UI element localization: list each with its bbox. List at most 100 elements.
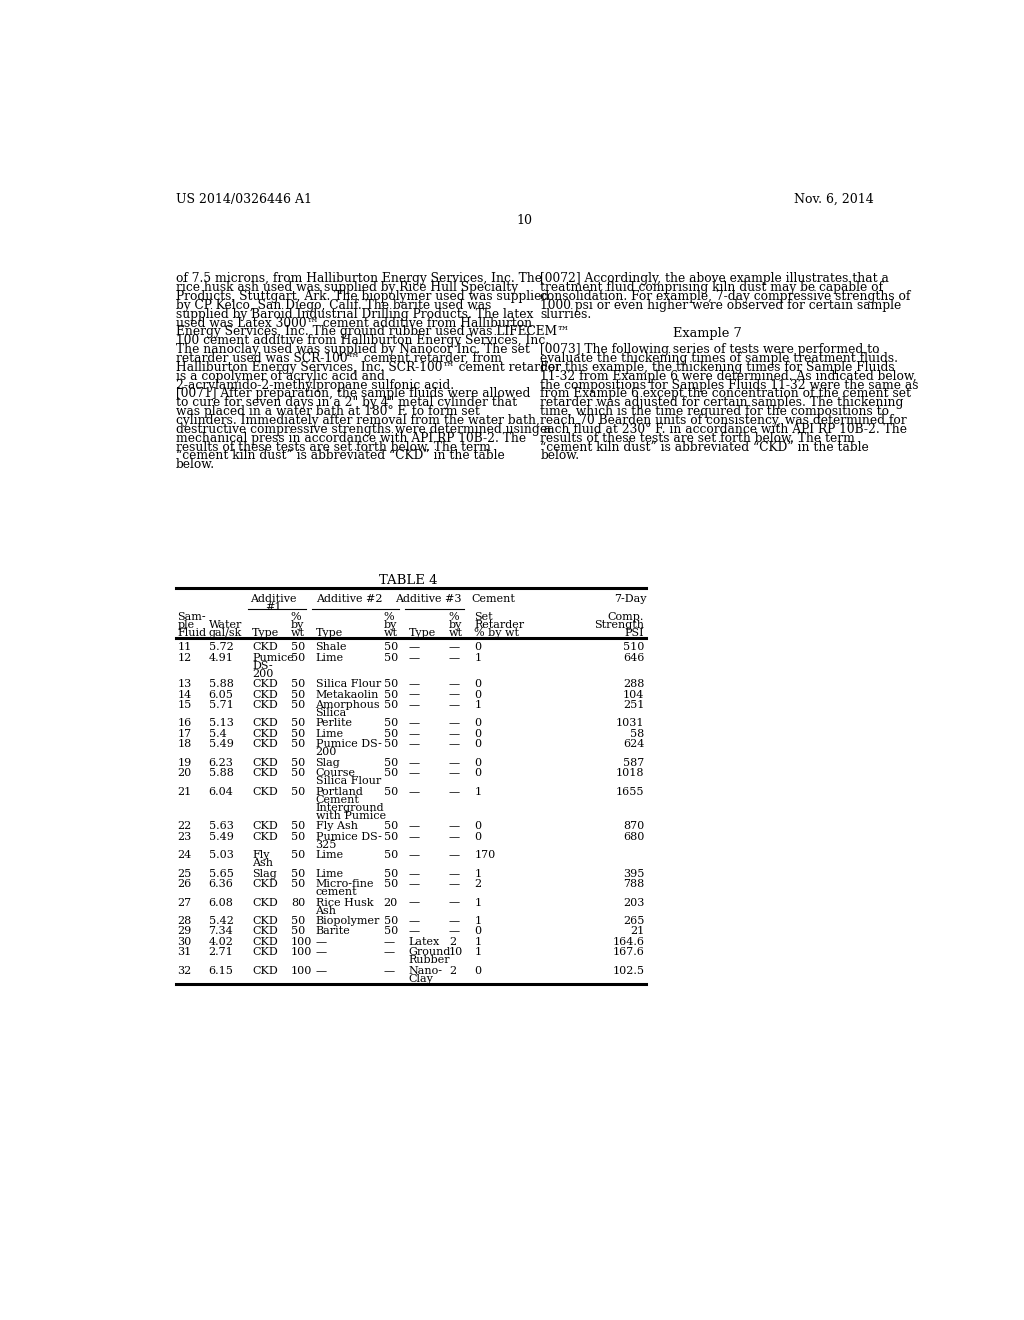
Text: CKD: CKD [252, 898, 278, 908]
Text: %: % [291, 612, 301, 622]
Text: Micro-fine: Micro-fine [315, 879, 374, 890]
Text: retarder used was SCR-100™ cement retarder, from: retarder used was SCR-100™ cement retard… [176, 352, 502, 366]
Text: 0: 0 [474, 680, 481, 689]
Text: 23: 23 [177, 832, 191, 842]
Text: “cement kiln dust” is abbreviated “CKD” in the table: “cement kiln dust” is abbreviated “CKD” … [176, 449, 505, 462]
Text: 2: 2 [449, 937, 456, 946]
Text: —: — [449, 680, 460, 689]
Text: CKD: CKD [252, 700, 278, 710]
Text: CKD: CKD [252, 832, 278, 842]
Text: For this example, the thickening times for Sample Fluids: For this example, the thickening times f… [541, 360, 895, 374]
Text: —: — [409, 680, 420, 689]
Text: 288: 288 [623, 680, 644, 689]
Text: —: — [409, 689, 420, 700]
Text: Fly Ash: Fly Ash [315, 821, 357, 832]
Text: 788: 788 [623, 879, 644, 890]
Text: Amorphous: Amorphous [315, 700, 380, 710]
Text: 50: 50 [384, 680, 398, 689]
Text: 164.6: 164.6 [612, 937, 644, 946]
Text: 1655: 1655 [615, 787, 644, 797]
Text: 5.71: 5.71 [209, 700, 233, 710]
Text: 1: 1 [474, 898, 481, 908]
Text: mechanical press in accordance with API RP 10B-2. The: mechanical press in accordance with API … [176, 432, 526, 445]
Text: CKD: CKD [252, 916, 278, 927]
Text: —: — [409, 869, 420, 879]
Text: CKD: CKD [252, 643, 278, 652]
Text: 4.91: 4.91 [209, 652, 233, 663]
Text: 17: 17 [177, 729, 191, 739]
Text: 50: 50 [291, 869, 305, 879]
Text: 0: 0 [474, 758, 481, 768]
Text: 870: 870 [623, 821, 644, 832]
Text: 1: 1 [474, 700, 481, 710]
Text: Additive: Additive [251, 594, 297, 605]
Text: —: — [409, 850, 420, 861]
Text: Type: Type [252, 628, 280, 638]
Text: Clay: Clay [409, 974, 433, 983]
Text: 265: 265 [623, 916, 644, 927]
Text: 50: 50 [384, 787, 398, 797]
Text: CKD: CKD [252, 768, 278, 779]
Text: by: by [291, 620, 304, 630]
Text: 5.4: 5.4 [209, 729, 226, 739]
Text: 5.49: 5.49 [209, 739, 233, 750]
Text: 50: 50 [384, 652, 398, 663]
Text: Barite: Barite [315, 927, 350, 936]
Text: —: — [449, 768, 460, 779]
Text: is a copolymer of acrylic acid and: is a copolymer of acrylic acid and [176, 370, 385, 383]
Text: results of these tests are set forth below. The term: results of these tests are set forth bel… [176, 441, 490, 454]
Text: Cement: Cement [471, 594, 515, 605]
Text: 50: 50 [291, 850, 305, 861]
Text: 13: 13 [177, 680, 191, 689]
Text: Additive #3: Additive #3 [395, 594, 462, 605]
Text: 1: 1 [474, 948, 481, 957]
Text: 5.88: 5.88 [209, 680, 233, 689]
Text: 50: 50 [384, 768, 398, 779]
Text: Sam-: Sam- [177, 612, 206, 622]
Text: was placed in a water bath at 180° F. to form set: was placed in a water bath at 180° F. to… [176, 405, 480, 418]
Text: 100: 100 [291, 966, 312, 975]
Text: 11-32 from Example 6 were determined. As indicated below,: 11-32 from Example 6 were determined. As… [541, 370, 918, 383]
Text: 0: 0 [474, 739, 481, 750]
Text: 21: 21 [630, 927, 644, 936]
Text: Type: Type [315, 628, 343, 638]
Text: 10: 10 [449, 948, 463, 957]
Text: below.: below. [176, 458, 215, 471]
Text: rice husk ash used was supplied by Rice Hull Specialty: rice husk ash used was supplied by Rice … [176, 281, 518, 294]
Text: 0: 0 [474, 718, 481, 729]
Text: 203: 203 [623, 898, 644, 908]
Text: wt: wt [291, 628, 305, 638]
Text: 167.6: 167.6 [612, 948, 644, 957]
Text: with Pumice: with Pumice [315, 810, 386, 821]
Text: 50: 50 [384, 832, 398, 842]
Text: Silica: Silica [315, 708, 347, 718]
Text: —: — [449, 787, 460, 797]
Text: %: % [449, 612, 460, 622]
Text: CKD: CKD [252, 879, 278, 890]
Text: 31: 31 [177, 948, 191, 957]
Text: —: — [384, 937, 395, 946]
Text: each fluid at 230° F. in accordance with API RP 10B-2. The: each fluid at 230° F. in accordance with… [541, 422, 907, 436]
Text: 50: 50 [291, 821, 305, 832]
Text: —: — [315, 937, 327, 946]
Text: Example 7: Example 7 [673, 327, 741, 341]
Text: 2-acrylamido-2-methylpropane sulfonic acid.: 2-acrylamido-2-methylpropane sulfonic ac… [176, 379, 455, 392]
Text: 2.71: 2.71 [209, 948, 233, 957]
Text: US 2014/0326446 A1: US 2014/0326446 A1 [176, 193, 312, 206]
Text: slurries.: slurries. [541, 308, 592, 321]
Text: 50: 50 [291, 643, 305, 652]
Text: 6.15: 6.15 [209, 966, 233, 975]
Text: 680: 680 [623, 832, 644, 842]
Text: 1: 1 [474, 869, 481, 879]
Text: 50: 50 [384, 916, 398, 927]
Text: Cement: Cement [315, 795, 359, 805]
Text: 6.36: 6.36 [209, 879, 233, 890]
Text: 12: 12 [177, 652, 191, 663]
Text: 0: 0 [474, 689, 481, 700]
Text: Retarder: Retarder [474, 620, 524, 630]
Text: —: — [449, 879, 460, 890]
Text: gal/sk: gal/sk [209, 628, 242, 638]
Text: 16: 16 [177, 718, 191, 729]
Text: 14: 14 [177, 689, 191, 700]
Text: 50: 50 [291, 927, 305, 936]
